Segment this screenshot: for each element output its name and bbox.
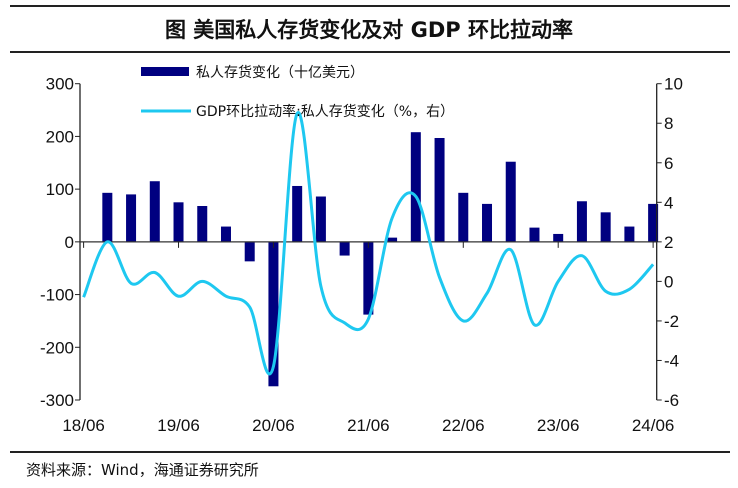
left-tick-label: 0 (65, 233, 74, 252)
x-tick-label: 19/06 (157, 416, 200, 435)
bar-18Q4 (126, 194, 137, 242)
bar-22Q1 (434, 137, 445, 242)
top-rule (10, 5, 730, 7)
bar-23Q3 (576, 201, 587, 242)
bar-21Q4 (410, 132, 421, 242)
chart-title: 图 美国私人存货变化及对 GDP 环比拉动率 (165, 18, 573, 42)
bar-20Q3 (292, 185, 303, 242)
x-tick-label: 20/06 (252, 416, 295, 435)
source-rule (10, 451, 730, 453)
bar-22Q2 (458, 192, 469, 242)
gdp-contribution-line (82, 111, 655, 376)
x-tick-label: 24/06 (632, 416, 675, 435)
left-tick-label: 200 (46, 127, 74, 146)
legend: 私人存货变化（十亿美元） GDP环比拉动率:私人存货变化（%，右） (141, 64, 454, 120)
bar-24Q2 (648, 203, 659, 242)
right-tick-label: 6 (664, 154, 673, 173)
bar-21Q3 (387, 237, 398, 242)
bar-20Q4 (315, 196, 326, 242)
left-tick-label: -100 (40, 286, 74, 305)
bar-24Q1 (624, 226, 635, 242)
bar-22Q3 (482, 203, 493, 242)
right-tick-label: -2 (664, 312, 679, 331)
right-tick-label: -6 (664, 391, 679, 410)
left-tick-label: 100 (46, 180, 74, 199)
x-tick-label: 18/06 (62, 416, 105, 435)
right-tick-label: 4 (664, 193, 673, 212)
source-note: 资料来源：Wind，海通证券研究所 (26, 461, 259, 479)
chart: 300 200 100 0 -100 -200 -300 10 8 6 4 2 0 -2 -4 -6 18/06… (40, 64, 683, 435)
left-tick-label: 300 (46, 75, 74, 94)
title-rule (10, 51, 730, 53)
bar-23Q2 (553, 233, 564, 242)
bar-21Q1 (339, 241, 350, 256)
x-tick-label: 22/06 (442, 416, 485, 435)
legend-bar-label: 私人存货变化（十亿美元） (196, 64, 364, 81)
right-tick-label: 0 (664, 272, 673, 291)
legend-bar-swatch (141, 67, 189, 76)
bar-20Q2 (268, 241, 279, 387)
right-tick-label: 10 (664, 75, 683, 94)
right-tick-label: 2 (664, 233, 673, 252)
x-tick-label: 23/06 (537, 416, 580, 435)
x-tick-label: 21/06 (347, 416, 390, 435)
right-tick-label: 8 (664, 114, 673, 133)
bar-19Q3 (197, 206, 208, 242)
bar-23Q4 (600, 212, 611, 242)
bar-18Q3 (102, 192, 113, 242)
legend-line-label: GDP环比拉动率:私人存货变化（%，右） (196, 103, 454, 120)
left-tick-label: -300 (40, 391, 74, 410)
bar-20Q1 (244, 241, 255, 262)
left-tick-label: -200 (40, 338, 74, 357)
bar-19Q2 (173, 202, 184, 242)
bar-22Q4 (505, 161, 516, 242)
bar-21Q2 (363, 241, 374, 315)
bar-19Q4 (220, 226, 231, 242)
bar-23Q1 (529, 227, 540, 242)
bar-19Q1 (149, 181, 160, 242)
right-tick-label: -4 (664, 351, 679, 370)
